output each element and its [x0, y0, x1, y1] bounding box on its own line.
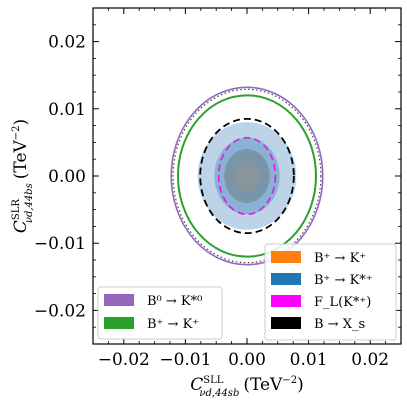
- contour-line-8: [217, 136, 277, 216]
- filled-region-3: [234, 160, 260, 192]
- y-tick-label: −0.02: [34, 301, 86, 321]
- legend-right-box: [264, 243, 397, 341]
- contour-line-5: [172, 88, 322, 264]
- legend-swatch-bp-kp: [271, 251, 301, 263]
- legend-label-bp-kp: B⁺ → K⁺: [314, 251, 366, 266]
- x-tick-label: −0.02: [98, 350, 150, 370]
- legend-swatch-bxs: [271, 317, 301, 329]
- legend-label-b0-kstar0: B⁰ → K*⁰: [147, 294, 202, 309]
- legend-swatch-fl: [271, 295, 301, 307]
- y-tick-label: −0.01: [34, 234, 86, 254]
- legend-swatch-bp-kp-green: [104, 317, 134, 329]
- y-tick-label: 0.00: [48, 167, 86, 187]
- y-axis-title: CSLR νd,44bs(TeV−2): [11, 119, 35, 233]
- legend-label-fl: F_L(K*⁺): [314, 295, 371, 310]
- ticks-layer: −0.02 −0.01 0.00 0.01 0.02 −0.02 −0.01 0.00 0.01…: [34, 7, 402, 370]
- x-tick-label: −0.01: [159, 350, 211, 370]
- legend-right: B⁺ → K⁺ B⁺ → K*⁺ F_L(K*⁺) B → X_s: [264, 243, 397, 341]
- legend-left: B⁰ → K*⁰ B⁺ → K⁺: [97, 286, 223, 340]
- legend-swatch-bp-kstarp: [271, 273, 301, 285]
- x-tick-label: 0.02: [351, 350, 389, 370]
- x-tick-label: 0.01: [290, 350, 328, 370]
- y-tick-label: 0.02: [48, 33, 86, 53]
- x-axis-title: CSLL νd,44sb (TeV−2): [190, 375, 303, 399]
- legend-label-bxs: B → X_s: [314, 317, 365, 332]
- contour-line-7: [199, 117, 295, 235]
- y-tick-label: 0.01: [48, 100, 86, 120]
- contours-layer: [170, 86, 324, 266]
- contour-line-6: [177, 94, 317, 258]
- legend-swatch-b0-kstar0: [104, 294, 134, 306]
- x-tick-label: 0.00: [228, 350, 266, 370]
- legend-label-bp-kstarp: B⁺ → K*⁺: [314, 273, 373, 288]
- legend-label-bp-kp-green: B⁺ → K⁺: [147, 317, 199, 332]
- contour-line-4: [170, 86, 324, 266]
